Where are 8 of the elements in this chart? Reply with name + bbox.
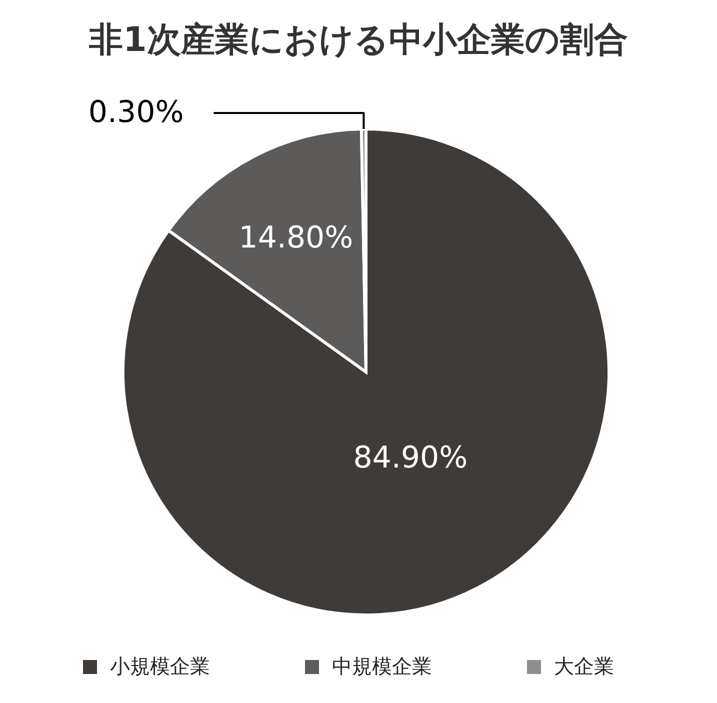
data-label: 14.80% <box>238 220 354 256</box>
legend-label: 大企業 <box>554 654 614 678</box>
data-label: 0.30% <box>88 95 184 130</box>
data-label: 84.90% <box>353 440 468 476</box>
legend-label: 小規模企業 <box>110 654 210 678</box>
legend-label: 中規模企業 <box>332 654 432 678</box>
pie-slice <box>122 128 610 616</box>
chart-title: 非1次産業における中小企業の割合 <box>88 20 628 60</box>
